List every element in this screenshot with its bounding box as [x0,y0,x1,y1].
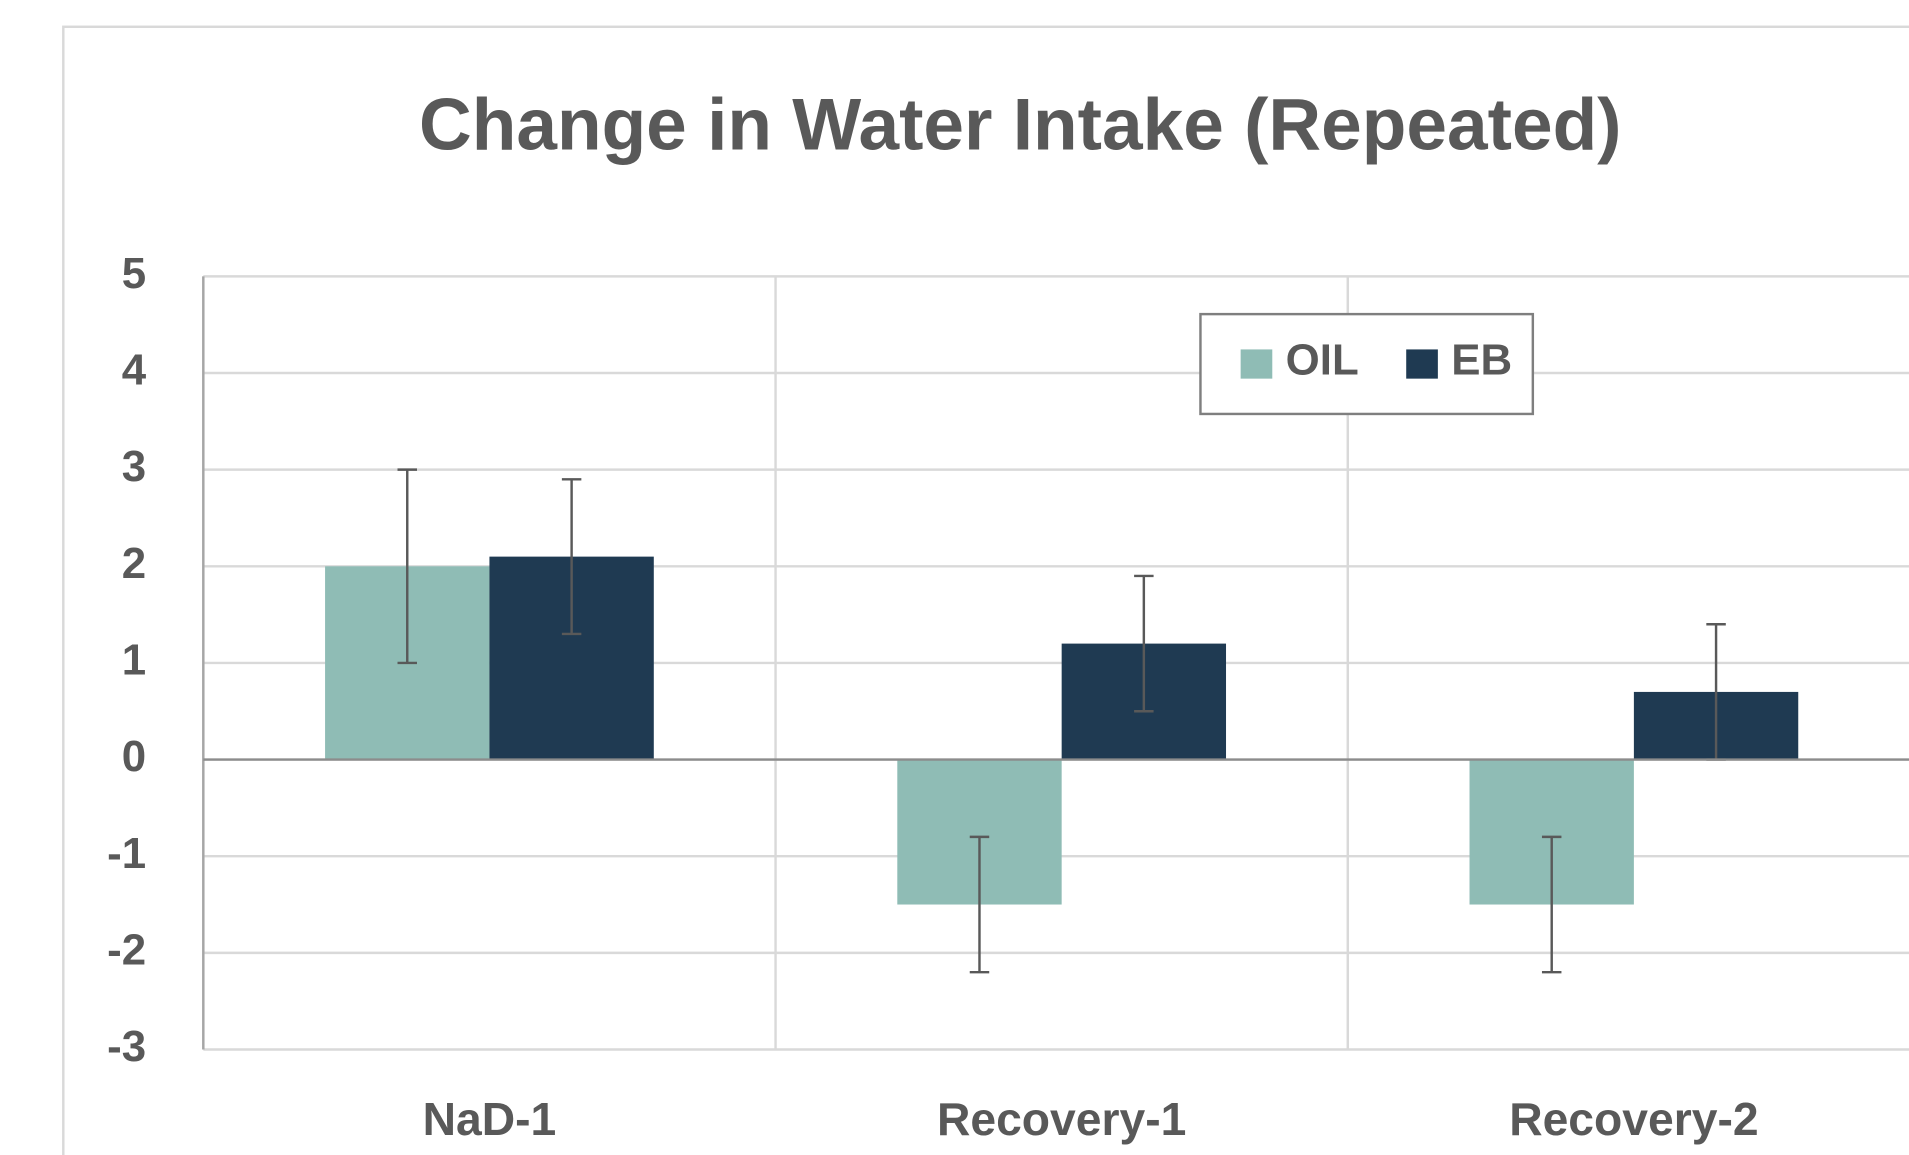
y-tick-label: 1 [122,636,146,685]
x-tick-label: NaD-1 [423,1093,557,1145]
legend-label: OIL [1286,335,1359,384]
x-tick-label: Recovery-2 [1509,1093,1758,1145]
error-bar [1541,835,1562,974]
legend-swatch [1240,349,1273,379]
error-bar [969,835,990,974]
y-tick-label: 0 [122,732,146,781]
error-bar [561,478,582,636]
legend-swatch [1406,349,1438,379]
error-bar [397,468,417,665]
y-tick-label: -1 [107,829,146,878]
legend-label: EB [1451,335,1512,384]
y-tick-label: 4 [122,346,147,395]
legend: OIL EB [1199,312,1535,416]
y-tick-label: 5 [122,249,146,298]
chart-area: Change in Water Intake (Repeated) -3 -2 -1… [62,25,1909,1155]
y-tick-label: -2 [107,925,146,974]
y-tick-label: -3 [107,1022,146,1071]
y-tick-label: 3 [122,442,146,491]
chart-title: Change in Water Intake (Repeated) [419,85,1622,166]
error-bar [1134,574,1154,713]
x-tick-label: Recovery-1 [937,1093,1186,1145]
y-tick-label: 2 [122,539,146,588]
